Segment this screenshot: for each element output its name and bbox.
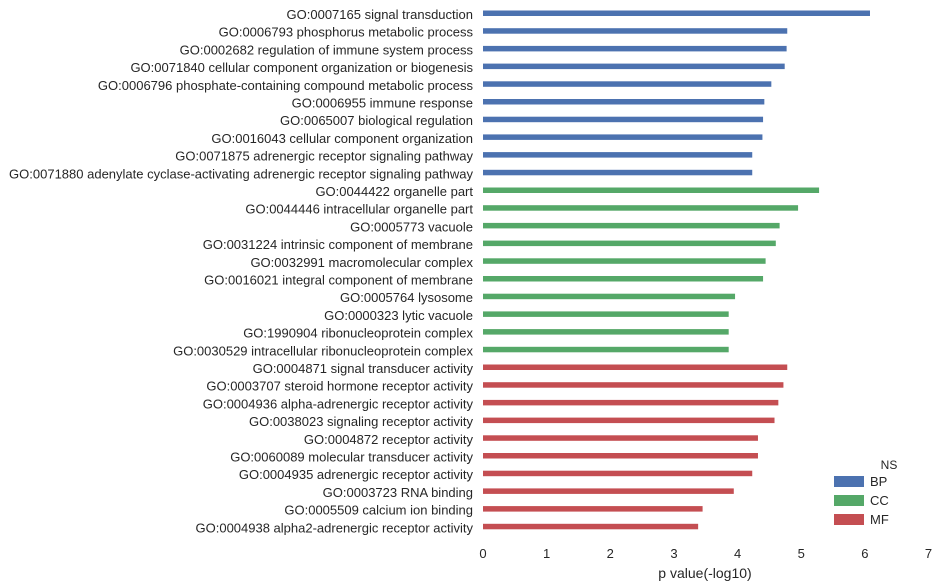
category-label: GO:0005509 calcium ion binding	[284, 503, 473, 518]
bar-cc	[483, 222, 780, 229]
bar-bp	[483, 134, 763, 140]
category-label: GO:0016021 integral component of membran…	[204, 273, 473, 288]
bar-mf	[483, 364, 788, 370]
bar-mf	[483, 506, 703, 512]
category-label: GO:0065007 biological regulation	[280, 113, 473, 128]
category-label: GO:0006793 phosphorus metabolic process	[219, 25, 474, 40]
bar-cc	[483, 346, 729, 353]
bar-mf	[483, 435, 758, 441]
bar-cc	[483, 311, 729, 317]
x-tick-label: 5	[798, 546, 805, 561]
x-tick-label: 7	[925, 546, 932, 561]
category-label: GO:0060089 molecular transducer activity	[230, 450, 473, 465]
bar-cc	[483, 205, 799, 211]
legend-swatch-mf	[834, 514, 864, 525]
bar-cc	[483, 258, 766, 264]
bar-mf	[483, 453, 758, 459]
category-label: GO:0071880 adenylate cyclase-activating …	[9, 166, 473, 181]
bar-bp	[483, 169, 753, 176]
legend-swatch-bp	[834, 476, 864, 487]
bar-mf	[483, 523, 699, 530]
category-label: GO:0005764 lysosome	[340, 290, 473, 305]
bar-bp	[483, 99, 765, 105]
bar-cc	[483, 187, 820, 193]
bar-cc	[483, 293, 736, 300]
category-label: GO:0004935 adrenergic receptor activity	[239, 467, 474, 482]
bar-mf	[483, 470, 753, 477]
legend-label-cc: CC	[870, 493, 889, 508]
x-tick-label: 6	[861, 546, 868, 561]
x-axis: 0 1 2 3 4 5 6 7	[479, 546, 932, 561]
category-label: GO:0038023 signaling receptor activity	[249, 414, 474, 429]
bar-mf	[483, 399, 779, 406]
bar-bp	[483, 10, 870, 16]
category-label: GO:0016043 cellular component organizati…	[211, 131, 473, 146]
bar-cc	[483, 276, 764, 282]
bar-mf	[483, 417, 775, 424]
x-tick-label: 0	[479, 546, 486, 561]
bar-cc	[483, 240, 776, 247]
x-tick-label: 2	[607, 546, 614, 561]
bar-bp	[483, 81, 772, 87]
x-tick-label: 4	[734, 546, 741, 561]
x-axis-label: p value(-log10)	[658, 565, 751, 581]
x-tick-label: 3	[670, 546, 677, 561]
category-label: GO:0004871 signal transducer activity	[253, 361, 474, 376]
bar-bp	[483, 152, 753, 158]
category-label: GO:0002682 regulation of immune system p…	[180, 42, 474, 57]
category-label: GO:0071840 cellular component organizati…	[130, 60, 473, 75]
category-label: GO:0004872 receptor activity	[304, 432, 474, 447]
category-label: GO:0005773 vacuole	[350, 219, 473, 234]
category-label: GO:0007165 signal transduction	[287, 7, 473, 22]
category-label: GO:0031224 intrinsic component of membra…	[203, 237, 473, 252]
category-label: GO:0032991 macromolecular complex	[250, 255, 473, 270]
legend-title: NS	[881, 458, 898, 472]
category-label: GO:0071875 adrenergic receptor signaling…	[175, 149, 473, 164]
bar-mf	[483, 382, 784, 388]
bar-cc	[483, 329, 729, 335]
x-tick-label: 1	[543, 546, 550, 561]
category-label: GO:0044422 organelle part	[315, 184, 473, 199]
category-labels: GO:0007165 signal transduction GO:0006793…	[9, 7, 473, 535]
category-label: GO:0004938 alpha2-adrenergic receptor ac…	[196, 520, 474, 535]
category-label: GO:0003707 steroid hormone receptor acti…	[206, 379, 473, 394]
category-label: GO:0000323 lytic vacuole	[324, 308, 473, 323]
legend-swatch-cc	[834, 495, 864, 506]
bar-bp	[483, 45, 787, 52]
legend-label-mf: MF	[870, 512, 889, 527]
category-label: GO:0006955 immune response	[292, 96, 473, 111]
category-label: GO:1990904 ribonucleoprotein complex	[243, 326, 473, 341]
bars-layer	[483, 10, 870, 530]
legend-label-bp: BP	[870, 474, 887, 489]
bar-bp	[483, 116, 764, 123]
category-label: GO:0006796 phosphate-containing compound…	[98, 78, 474, 93]
category-label: GO:0030529 intracellular ribonucleoprote…	[173, 343, 473, 358]
bar-bp	[483, 28, 788, 34]
category-label: GO:0004936 alpha-adrenergic receptor act…	[203, 396, 474, 411]
legend: NS BP CC MF	[834, 458, 897, 527]
category-label: GO:0044446 intracellular organelle part	[245, 202, 473, 217]
bar-bp	[483, 63, 785, 70]
bar-mf	[483, 488, 734, 494]
category-label: GO:0003723 RNA binding	[323, 485, 473, 500]
